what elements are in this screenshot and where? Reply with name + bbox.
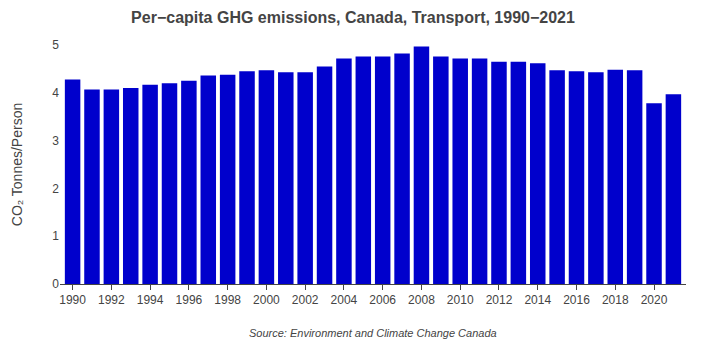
svg-text:1998: 1998	[214, 293, 241, 307]
svg-text:Source: Environment and Climat: Source: Environment and Climate Change C…	[249, 327, 497, 339]
svg-text:1996: 1996	[176, 293, 203, 307]
svg-text:0: 0	[52, 277, 59, 291]
svg-text:2010: 2010	[447, 293, 474, 307]
svg-text:2006: 2006	[369, 293, 396, 307]
svg-text:1994: 1994	[137, 293, 164, 307]
svg-text:2012: 2012	[486, 293, 513, 307]
svg-text:2020: 2020	[641, 293, 668, 307]
svg-text:3: 3	[52, 134, 59, 148]
svg-text:2014: 2014	[524, 293, 551, 307]
svg-text:5: 5	[52, 38, 59, 52]
svg-text:2018: 2018	[602, 293, 629, 307]
svg-text:CO₂ Tonnes/Person: CO₂ Tonnes/Person	[9, 103, 25, 226]
svg-text:2016: 2016	[563, 293, 590, 307]
svg-text:1990: 1990	[59, 293, 86, 307]
svg-text:2004: 2004	[331, 293, 358, 307]
svg-text:2008: 2008	[408, 293, 435, 307]
svg-text:2000: 2000	[253, 293, 280, 307]
svg-text:4: 4	[52, 86, 59, 100]
svg-text:2002: 2002	[292, 293, 319, 307]
svg-text:2: 2	[52, 182, 59, 196]
svg-text:Per−capita GHG emissions, Cana: Per−capita GHG emissions, Canada, Transp…	[131, 9, 575, 26]
svg-text:1: 1	[52, 229, 59, 243]
svg-text:1992: 1992	[98, 293, 125, 307]
